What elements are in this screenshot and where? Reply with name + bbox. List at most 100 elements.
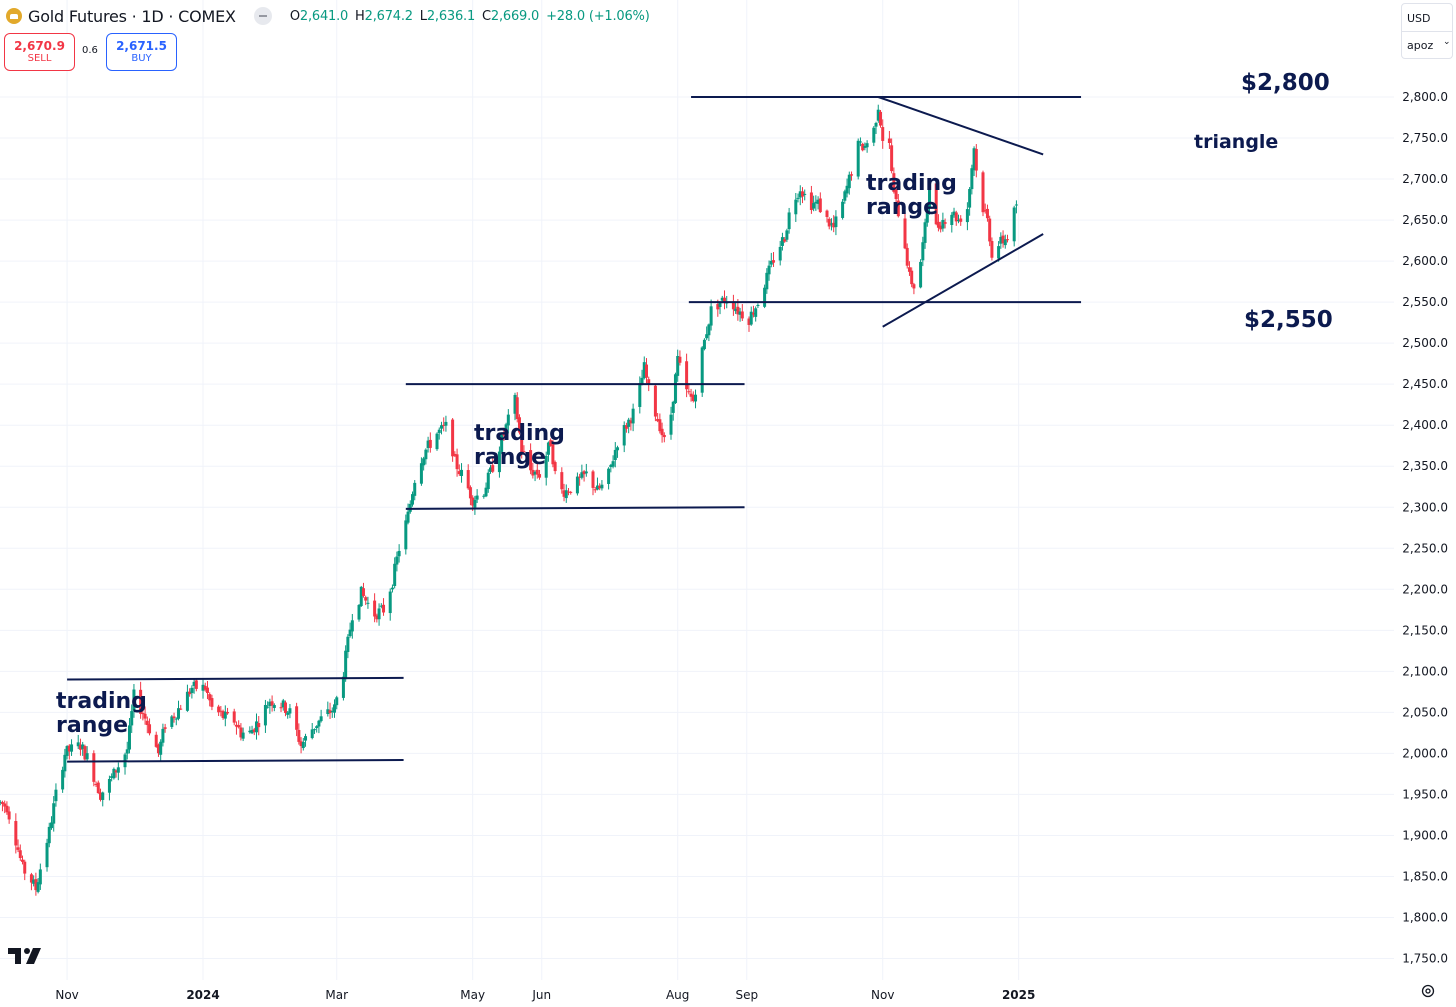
candle: [112, 767, 116, 780]
candle: [23, 859, 27, 881]
candle: [393, 557, 397, 589]
candle: [538, 469, 542, 480]
candle: [890, 138, 894, 174]
candle: [45, 838, 49, 872]
buy-button[interactable]: 2,671.5 BUY: [106, 33, 177, 71]
time-tick-label: Aug: [666, 988, 689, 1002]
candle: [624, 422, 628, 433]
candle: [382, 598, 386, 616]
candle: [767, 260, 771, 281]
candle: [506, 409, 510, 434]
candle: [798, 185, 802, 206]
candle: [1014, 200, 1018, 214]
candle: [829, 218, 833, 231]
candle: [21, 855, 25, 865]
candle: [114, 769, 118, 778]
candle: [709, 299, 713, 331]
candle: [722, 290, 726, 310]
tradingview-logo-icon[interactable]: [8, 946, 44, 966]
scale-select[interactable]: apoz: [1407, 39, 1434, 52]
candle: [974, 144, 978, 178]
candle: [896, 193, 900, 218]
time-tick-label: Mar: [325, 988, 348, 1002]
candle: [702, 338, 706, 351]
candle: [172, 712, 176, 723]
candle: [426, 436, 430, 453]
line-triangle-top[interactable]: [877, 96, 1044, 156]
line-range1-top[interactable]: [67, 676, 404, 681]
candle: [299, 737, 303, 754]
candle: [678, 350, 682, 366]
candle: [177, 700, 181, 721]
candle: [551, 440, 555, 468]
candle: [29, 872, 33, 891]
candle: [513, 392, 517, 421]
candle: [221, 709, 225, 720]
candle: [747, 316, 751, 332]
candle: [562, 483, 566, 502]
price-tick-label: 1,850.0: [1402, 869, 1448, 883]
line-range1-bottom[interactable]: [67, 758, 404, 763]
candle: [769, 252, 773, 268]
candle: [965, 202, 969, 231]
candle: [83, 744, 87, 761]
candle: [876, 104, 880, 123]
candle: [629, 417, 633, 431]
time-tick-label: Nov: [871, 988, 894, 1002]
candle: [834, 210, 838, 236]
candle: [936, 214, 940, 232]
candle: [395, 551, 399, 572]
candle: [638, 376, 642, 414]
grid: [0, 0, 1394, 980]
candle: [1001, 230, 1005, 248]
candle: [435, 432, 439, 451]
candle: [1012, 205, 1016, 247]
sell-button[interactable]: 2,670.9 SELL: [4, 33, 75, 71]
candle: [671, 400, 675, 421]
candle: [662, 432, 666, 443]
candle: [326, 701, 330, 717]
candle: [375, 613, 379, 623]
time-tick-label: 2025: [1002, 988, 1035, 1002]
price-tick-label: 2,750.0: [1402, 131, 1448, 145]
candle: [872, 126, 876, 147]
more-icon[interactable]: [253, 7, 272, 25]
chevron-down-icon[interactable]: ⌄: [1443, 37, 1451, 47]
candle: [0, 800, 4, 812]
settings-icon[interactable]: [1420, 983, 1436, 999]
candle: [593, 487, 597, 493]
time-tick-label: 2024: [186, 988, 219, 1002]
candle: [912, 282, 916, 295]
candle: [125, 741, 129, 760]
candle: [76, 734, 80, 750]
candle: [584, 463, 588, 477]
candle: [972, 146, 976, 177]
line-triangle-bottom[interactable]: [882, 233, 1044, 328]
candle: [778, 240, 782, 266]
candle: [107, 775, 111, 801]
candle: [783, 237, 787, 243]
candle: [70, 739, 74, 756]
line-range2-bottom[interactable]: [405, 506, 745, 510]
candle: [881, 119, 885, 149]
candle: [92, 750, 96, 787]
sell-label: SELL: [27, 53, 52, 64]
price-tick-label: 2,200.0: [1402, 582, 1448, 596]
time-tick-label: Sep: [735, 988, 758, 1002]
candle: [785, 228, 789, 243]
candle: [731, 294, 735, 316]
candle: [950, 212, 954, 233]
candle: [272, 703, 276, 712]
candle: [809, 185, 813, 214]
currency-select[interactable]: USD: [1407, 12, 1431, 25]
candle: [301, 738, 305, 751]
candle: [16, 839, 20, 853]
candle: [847, 171, 851, 195]
candle: [130, 704, 134, 733]
symbol-title[interactable]: Gold Futures · 1D · COMEX: [28, 6, 236, 26]
candle: [517, 414, 521, 435]
candle: [346, 634, 350, 659]
change-value: +28.0 (+1.06%): [546, 8, 650, 24]
candle: [738, 307, 742, 322]
